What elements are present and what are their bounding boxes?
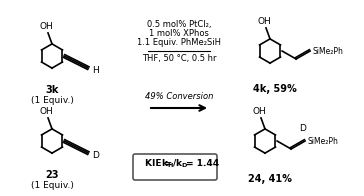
Text: OH: OH [252, 107, 266, 116]
Text: 1 mol% XPhos: 1 mol% XPhos [149, 28, 209, 37]
Text: 3k: 3k [45, 85, 59, 95]
Text: (1 Equiv.): (1 Equiv.) [31, 95, 74, 104]
Text: 1.1 Equiv. PhMe₂SiH: 1.1 Equiv. PhMe₂SiH [137, 37, 221, 46]
Text: OH: OH [39, 22, 53, 31]
Text: OH: OH [39, 107, 53, 116]
Text: 49% Conversion: 49% Conversion [145, 92, 213, 101]
Text: KIE =: KIE = [145, 160, 175, 169]
Text: 0.5 mol% PtCl₂,: 0.5 mol% PtCl₂, [147, 19, 211, 28]
Text: 24, 41%: 24, 41% [248, 174, 292, 184]
Text: D: D [299, 124, 305, 133]
Text: (1 Equiv.): (1 Equiv.) [31, 181, 74, 190]
Text: OH: OH [257, 17, 271, 26]
Text: 4k, 59%: 4k, 59% [253, 84, 297, 94]
Text: 23: 23 [45, 170, 59, 180]
Text: $\mathbf{k_H/k_D}$: $\mathbf{k_H/k_D}$ [161, 158, 189, 170]
Text: H: H [92, 66, 99, 75]
Text: SiMe₂Ph: SiMe₂Ph [312, 46, 343, 55]
Text: SiMe₂Ph: SiMe₂Ph [307, 136, 338, 145]
Text: = 1.44: = 1.44 [186, 160, 219, 169]
FancyBboxPatch shape [133, 154, 217, 180]
Text: D: D [92, 151, 99, 160]
Text: THF, 50 °C, 0.5 hr: THF, 50 °C, 0.5 hr [142, 54, 216, 63]
